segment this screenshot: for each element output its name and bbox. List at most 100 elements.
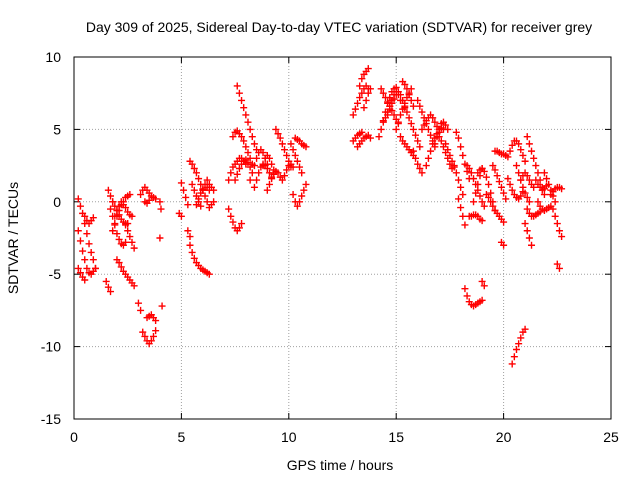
data-point bbox=[457, 143, 465, 151]
data-point bbox=[356, 82, 364, 90]
y-tick-label: 10 bbox=[45, 49, 61, 65]
data-point bbox=[274, 130, 282, 138]
data-point bbox=[487, 189, 495, 197]
data-point bbox=[414, 160, 422, 168]
data-point bbox=[107, 288, 115, 296]
data-point bbox=[240, 104, 248, 112]
x-axis-label: GPS time / hours bbox=[287, 457, 394, 473]
data-point bbox=[358, 89, 366, 97]
data-point bbox=[188, 248, 196, 256]
data-point bbox=[476, 192, 484, 200]
data-point bbox=[448, 157, 456, 165]
data-point bbox=[435, 133, 443, 141]
data-point bbox=[238, 220, 246, 228]
data-point bbox=[545, 180, 553, 188]
data-point bbox=[517, 192, 525, 200]
data-point bbox=[83, 264, 91, 272]
plot-frame bbox=[73, 56, 612, 420]
data-point bbox=[510, 353, 518, 361]
data-point bbox=[104, 186, 112, 194]
data-point bbox=[401, 104, 409, 112]
data-point bbox=[265, 169, 273, 177]
data-point bbox=[354, 99, 362, 107]
data-point bbox=[500, 241, 508, 249]
data-point bbox=[472, 189, 480, 197]
data-point bbox=[240, 137, 248, 145]
data-point bbox=[555, 264, 563, 272]
data-point bbox=[250, 183, 258, 191]
data-point bbox=[201, 192, 209, 200]
x-tick-label: 10 bbox=[281, 429, 297, 445]
data-point bbox=[182, 193, 190, 201]
data-point bbox=[424, 125, 432, 133]
data-point bbox=[283, 151, 291, 159]
data-point bbox=[403, 108, 411, 116]
data-point bbox=[225, 205, 233, 213]
data-point bbox=[235, 164, 243, 172]
data-point bbox=[540, 169, 548, 177]
data-point bbox=[377, 125, 385, 133]
data-point bbox=[446, 151, 454, 159]
data-point bbox=[508, 360, 516, 368]
data-point bbox=[474, 180, 482, 188]
data-point bbox=[298, 169, 306, 177]
data-point bbox=[457, 204, 465, 212]
data-point bbox=[158, 302, 166, 310]
data-point bbox=[459, 191, 467, 199]
data-point bbox=[442, 121, 450, 129]
data-point bbox=[431, 118, 439, 126]
data-point bbox=[396, 133, 404, 141]
data-point bbox=[519, 183, 527, 191]
data-point bbox=[102, 277, 110, 285]
data-point bbox=[76, 269, 84, 277]
data-point bbox=[186, 241, 194, 249]
data-point bbox=[203, 176, 211, 184]
data-point bbox=[139, 328, 147, 336]
data-point bbox=[244, 149, 252, 157]
data-point bbox=[478, 277, 486, 285]
data-point bbox=[553, 220, 561, 228]
data-point bbox=[74, 227, 82, 235]
data-point bbox=[115, 259, 123, 267]
data-point bbox=[246, 125, 254, 133]
axis-ticks: 0 5 10 15 20 25 -15 -10 -5 0 5 10 bbox=[41, 49, 619, 445]
data-point bbox=[246, 176, 254, 184]
data-point bbox=[293, 157, 301, 165]
data-point bbox=[177, 179, 185, 187]
data-point bbox=[427, 147, 435, 155]
x-tick-label: 0 bbox=[70, 429, 78, 445]
data-point bbox=[184, 201, 192, 209]
data-point bbox=[375, 133, 383, 141]
data-point bbox=[512, 345, 520, 353]
data-point bbox=[394, 118, 402, 126]
grid bbox=[74, 57, 611, 419]
data-point bbox=[532, 176, 540, 184]
data-point bbox=[549, 205, 557, 213]
data-point bbox=[300, 186, 308, 194]
data-point bbox=[147, 337, 155, 345]
data-point bbox=[442, 140, 450, 148]
data-point bbox=[517, 146, 525, 154]
data-point bbox=[111, 212, 119, 220]
data-point bbox=[521, 325, 529, 333]
data-point bbox=[137, 306, 145, 314]
data-point bbox=[242, 143, 250, 151]
data-point bbox=[111, 220, 119, 228]
data-point bbox=[76, 202, 84, 210]
data-point bbox=[128, 212, 136, 220]
data-point bbox=[244, 159, 252, 167]
data-point bbox=[551, 198, 559, 206]
data-point bbox=[134, 299, 142, 307]
data-point bbox=[525, 234, 533, 242]
data-point bbox=[543, 175, 551, 183]
data-point bbox=[407, 96, 415, 104]
data-point bbox=[416, 164, 424, 172]
data-point bbox=[504, 153, 512, 161]
data-point bbox=[250, 162, 258, 170]
data-point bbox=[188, 160, 196, 168]
data-point bbox=[506, 180, 514, 188]
data-point bbox=[500, 218, 508, 226]
data-point bbox=[534, 198, 542, 206]
data-point bbox=[523, 172, 531, 180]
